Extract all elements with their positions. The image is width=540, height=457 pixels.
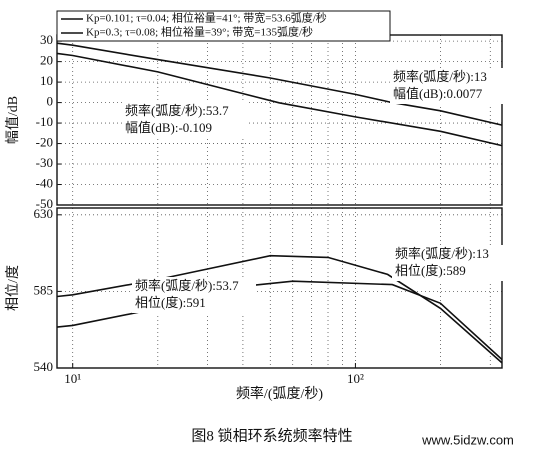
annotation-text: 频率(弧度/秒):53.7 xyxy=(125,103,229,118)
y-tick-label: 630 xyxy=(34,206,54,221)
x-tick-label: 10² xyxy=(347,371,364,386)
annotation-text: 幅值(dB):-0.109 xyxy=(125,120,212,135)
legend-box xyxy=(56,10,391,42)
legend: Kp=0.101; τ=0.04; 相位裕量=41°; 带宽=53.6弧度/秒K… xyxy=(56,10,391,42)
x-tick-label: 10¹ xyxy=(64,371,81,386)
annotation-text: 幅值(dB):0.0077 xyxy=(393,86,483,101)
series-line xyxy=(56,254,503,364)
y-tick-label: -30 xyxy=(36,155,53,170)
series-line xyxy=(56,52,503,147)
y-tick-label: 10 xyxy=(40,73,53,88)
y-tick-label: 540 xyxy=(34,359,54,374)
y-tick-label: 0 xyxy=(47,94,54,109)
annotation-text: 频率(弧度/秒):53.7 xyxy=(135,278,239,293)
y-tick-label: -40 xyxy=(36,176,53,191)
annotation: 频率(弧度/秒):13 幅值(dB):0.0077 xyxy=(390,68,514,104)
legend-label: Kp=0.101; τ=0.04; 相位裕量=41°; 带宽=53.6弧度/秒 xyxy=(86,11,327,25)
annotation-box xyxy=(392,245,516,281)
y-tick-label: 30 xyxy=(40,32,53,47)
y-tick-label: 585 xyxy=(34,282,54,297)
series-line xyxy=(56,280,503,361)
annotation: 频率(弧度/秒):53.7 相位(度):591 xyxy=(132,277,256,313)
series-line xyxy=(56,42,503,126)
legend-label: Kp=0.3; τ=0.08; 相位裕量=39°; 带宽=135弧度/秒 xyxy=(86,25,313,39)
x-axis-label: 频率/(弧度/秒) xyxy=(236,385,323,402)
y-axis-label: 幅值/dB xyxy=(5,96,21,144)
y-tick-label: -10 xyxy=(36,114,53,129)
annotation-text: 相位(度):589 xyxy=(395,263,466,278)
y-tick-label: 20 xyxy=(40,53,53,68)
watermark: www.5idzw.com xyxy=(421,432,514,447)
annotation-box xyxy=(390,68,514,104)
caption: 图8 锁相环系统频率特性 xyxy=(191,427,352,444)
annotation: 频率(弧度/秒):53.7 幅值(dB):-0.109 xyxy=(122,102,246,138)
annotation-text: 相位(度):591 xyxy=(135,295,206,310)
annotation-box xyxy=(132,277,256,313)
annotation: 频率(弧度/秒):13 相位(度):589 xyxy=(392,245,516,281)
y-tick-label: -50 xyxy=(36,196,53,211)
annotation-text: 频率(弧度/秒):13 xyxy=(395,246,489,261)
plot-frame xyxy=(56,207,503,369)
y-tick-label: -20 xyxy=(36,135,53,150)
y-axis-label: 相位/度 xyxy=(5,265,21,311)
annotation-box xyxy=(122,102,246,138)
annotation-text: 频率(弧度/秒):13 xyxy=(393,69,487,84)
